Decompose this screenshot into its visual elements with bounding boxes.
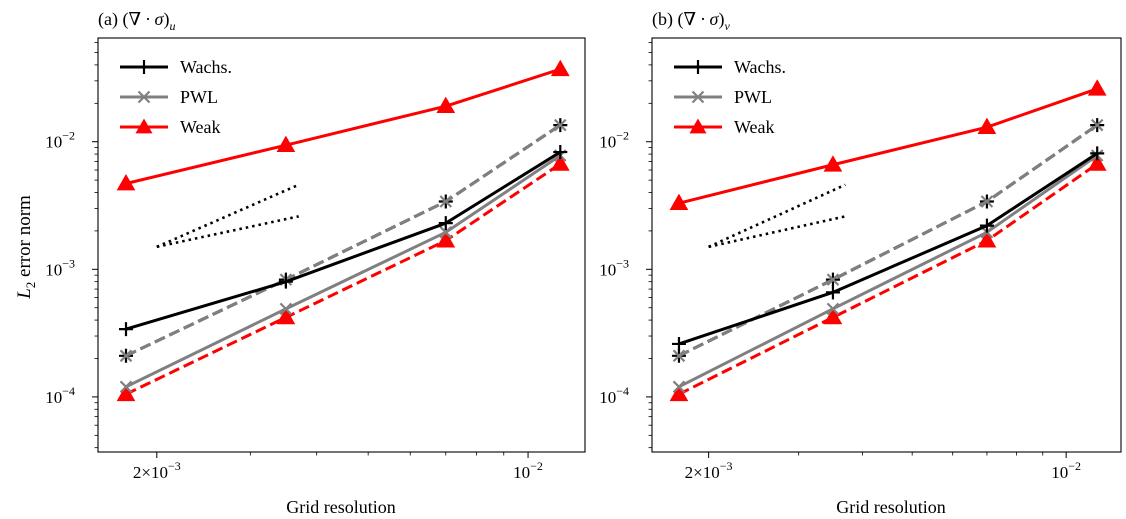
panel-b-marker-weak [823,155,843,172]
panel-b-plot-area: 2×10−3 10−2 10−4 10−3 10−2 Wachs. PWL Weak [599,37,1122,482]
panel-a-marker-pwl [279,302,293,316]
panel-b-reference-slope-line-2 [708,215,846,249]
panel-a-title-symbol: ∇ · σ [128,9,164,29]
panel-a-title-subscript: u [169,19,175,33]
panel-a-legend-entry: Weak [120,117,221,137]
panel-b-marker-ref-5-dashed [977,231,997,248]
panel-a-marker-weak [436,96,456,114]
panel-a-reference-slope-line-2 [156,215,299,249]
panel-a-marker-ref-4-dashed [439,195,453,208]
panel-b-legend-marker [691,90,705,104]
panel-b-marker-pwl [672,380,686,394]
panel-a-marker-wachs [438,216,453,231]
panel-a-marker-ref-5-dashed [116,384,136,402]
panel-a-legend-marker [137,90,151,104]
panel-b-series-line-ref-5-dashed [678,162,1099,396]
panel-b-series-line-wachs [678,152,1099,346]
panel-b-axes-frame [651,37,1122,453]
y-label-sub: 2 [23,282,38,289]
panel-b-y-tick-label: 10−4 [599,384,629,407]
panel-a-y-tick-label: 10−2 [45,129,75,152]
panel-a-marker-weak [276,135,296,153]
panel-b-title-suffix: ) [718,9,724,30]
panel-b-x-axis-label: Grid resolution [836,497,946,517]
panel-a-legend-label: Weak [180,117,221,137]
panel-a-x-tick-label: 2×10−3 [133,459,181,482]
panel-a-series-line-weak [125,67,561,186]
panel-b-title-symbol: ∇ · σ [683,9,719,29]
panel-b-y-tick-label: 10−2 [599,129,629,152]
panel-a-legend-entry: PWL [120,87,218,107]
panel-a-marker-weak [550,59,570,77]
panel-b-legend-entry: PWL [674,87,772,107]
panel-b-marker-ref-5-dashed [669,384,689,402]
panel-a-marker-ref-4-dashed [554,118,567,132]
panel-a-marker-ref-5-dashed [550,154,570,171]
panel-a-title: (a) (∇ · σ)u [98,9,175,33]
panel-b-x-tick-label: 10−2 [1051,459,1081,482]
panel-b-x-tick-label: 2×10−3 [685,459,733,482]
panel-a: (a) (∇ · σ)u 2×10−3 10−2 10−4 10−3 10−2 Wachs… [45,9,586,517]
panel-b-marker-wachs [825,285,840,300]
panel-a-series-line-wachs [125,150,562,331]
panel-b-title-subscript: v [724,19,730,33]
panel-b-title-prefix: (b) ( [652,9,683,30]
panel-b: (b) (∇ · σ)v 2×10−3 10−2 10−4 10−3 10−2 Wachs… [599,9,1122,517]
panel-a-legend-label: PWL [180,87,218,107]
panel-b-legend-entry: Wachs. [674,57,786,77]
panel-a-marker-ref-4-dashed [119,349,133,363]
panel-b-marker-weak [977,117,997,135]
panel-a-series-line-ref-4-dashed [125,123,562,358]
panel-a-marker-ref-5-dashed [436,231,456,248]
panel-a-title-suffix: ) [163,9,169,30]
panel-b-reference-slope-line-1 [708,183,846,249]
panel-b-y-tick-label: 10−3 [599,256,629,279]
panel-a-x-axis-label: Grid resolution [286,497,396,517]
panel-a-series-line-pwl [125,154,562,389]
panel-b-marker-ref-4-dashed [1090,118,1104,132]
panel-a-marker-wachs [278,274,293,289]
panel-b-legend-entry: Weak [674,117,775,137]
panel-b-marker-pwl [826,302,840,316]
panel-a-series-line-ref-5-dashed [125,162,562,396]
panel-b-marker-wachs [1090,146,1105,161]
panel-a-marker-wachs [553,145,568,160]
panel-a-y-tick-label: 10−3 [45,256,75,279]
panel-b-marker-ref-5-dashed [823,307,843,325]
panel-a-marker-wachs [118,322,133,337]
panel-a-marker-ref-5-dashed [276,307,296,325]
panel-b-legend-marker [689,118,707,134]
panel-b-marker-wachs [671,336,686,351]
y-label-main: L [14,288,35,300]
panel-b-legend-label: Weak [734,117,775,137]
panel-a-legend-marker [135,118,153,134]
panel-b-marker-ref-4-dashed [826,273,840,286]
panel-b-marker-ref-4-dashed [980,195,994,208]
panel-a-axes-frame [97,37,586,453]
panel-b-marker-weak [1087,79,1107,96]
panel-b-legend-label: PWL [734,87,772,107]
y-axis-label: L2 error norm [14,195,38,300]
panel-a-title-prefix: (a) ( [98,9,128,30]
panel-a-marker-pwl [439,226,453,239]
panel-a-marker-pwl [119,380,133,394]
panel-a-plot-area: 2×10−3 10−2 10−4 10−3 10−2 Wachs. PWL Weak [45,37,586,482]
panel-a-marker-weak [116,174,136,191]
panel-b-series-line-weak [678,87,1098,205]
panel-a-legend-entry: Wachs. [120,57,232,77]
panel-a-y-tick-label: 10−4 [45,384,75,407]
panel-b-series-line-pwl [678,154,1099,389]
panel-b-title: (b) (∇ · σ)v [652,9,730,33]
panel-b-marker-weak [669,193,689,211]
panel-b-legend-label: Wachs. [734,57,786,77]
y-label-rest: error norm [14,195,35,282]
panel-a-legend-label: Wachs. [180,57,232,77]
panel-b-marker-ref-5-dashed [1087,154,1107,171]
panel-a-reference-slope-line-1 [156,183,300,249]
panel-b-marker-ref-4-dashed [672,349,686,363]
panel-b-marker-wachs [979,218,994,233]
panel-a-x-tick-label: 10−2 [513,459,543,482]
